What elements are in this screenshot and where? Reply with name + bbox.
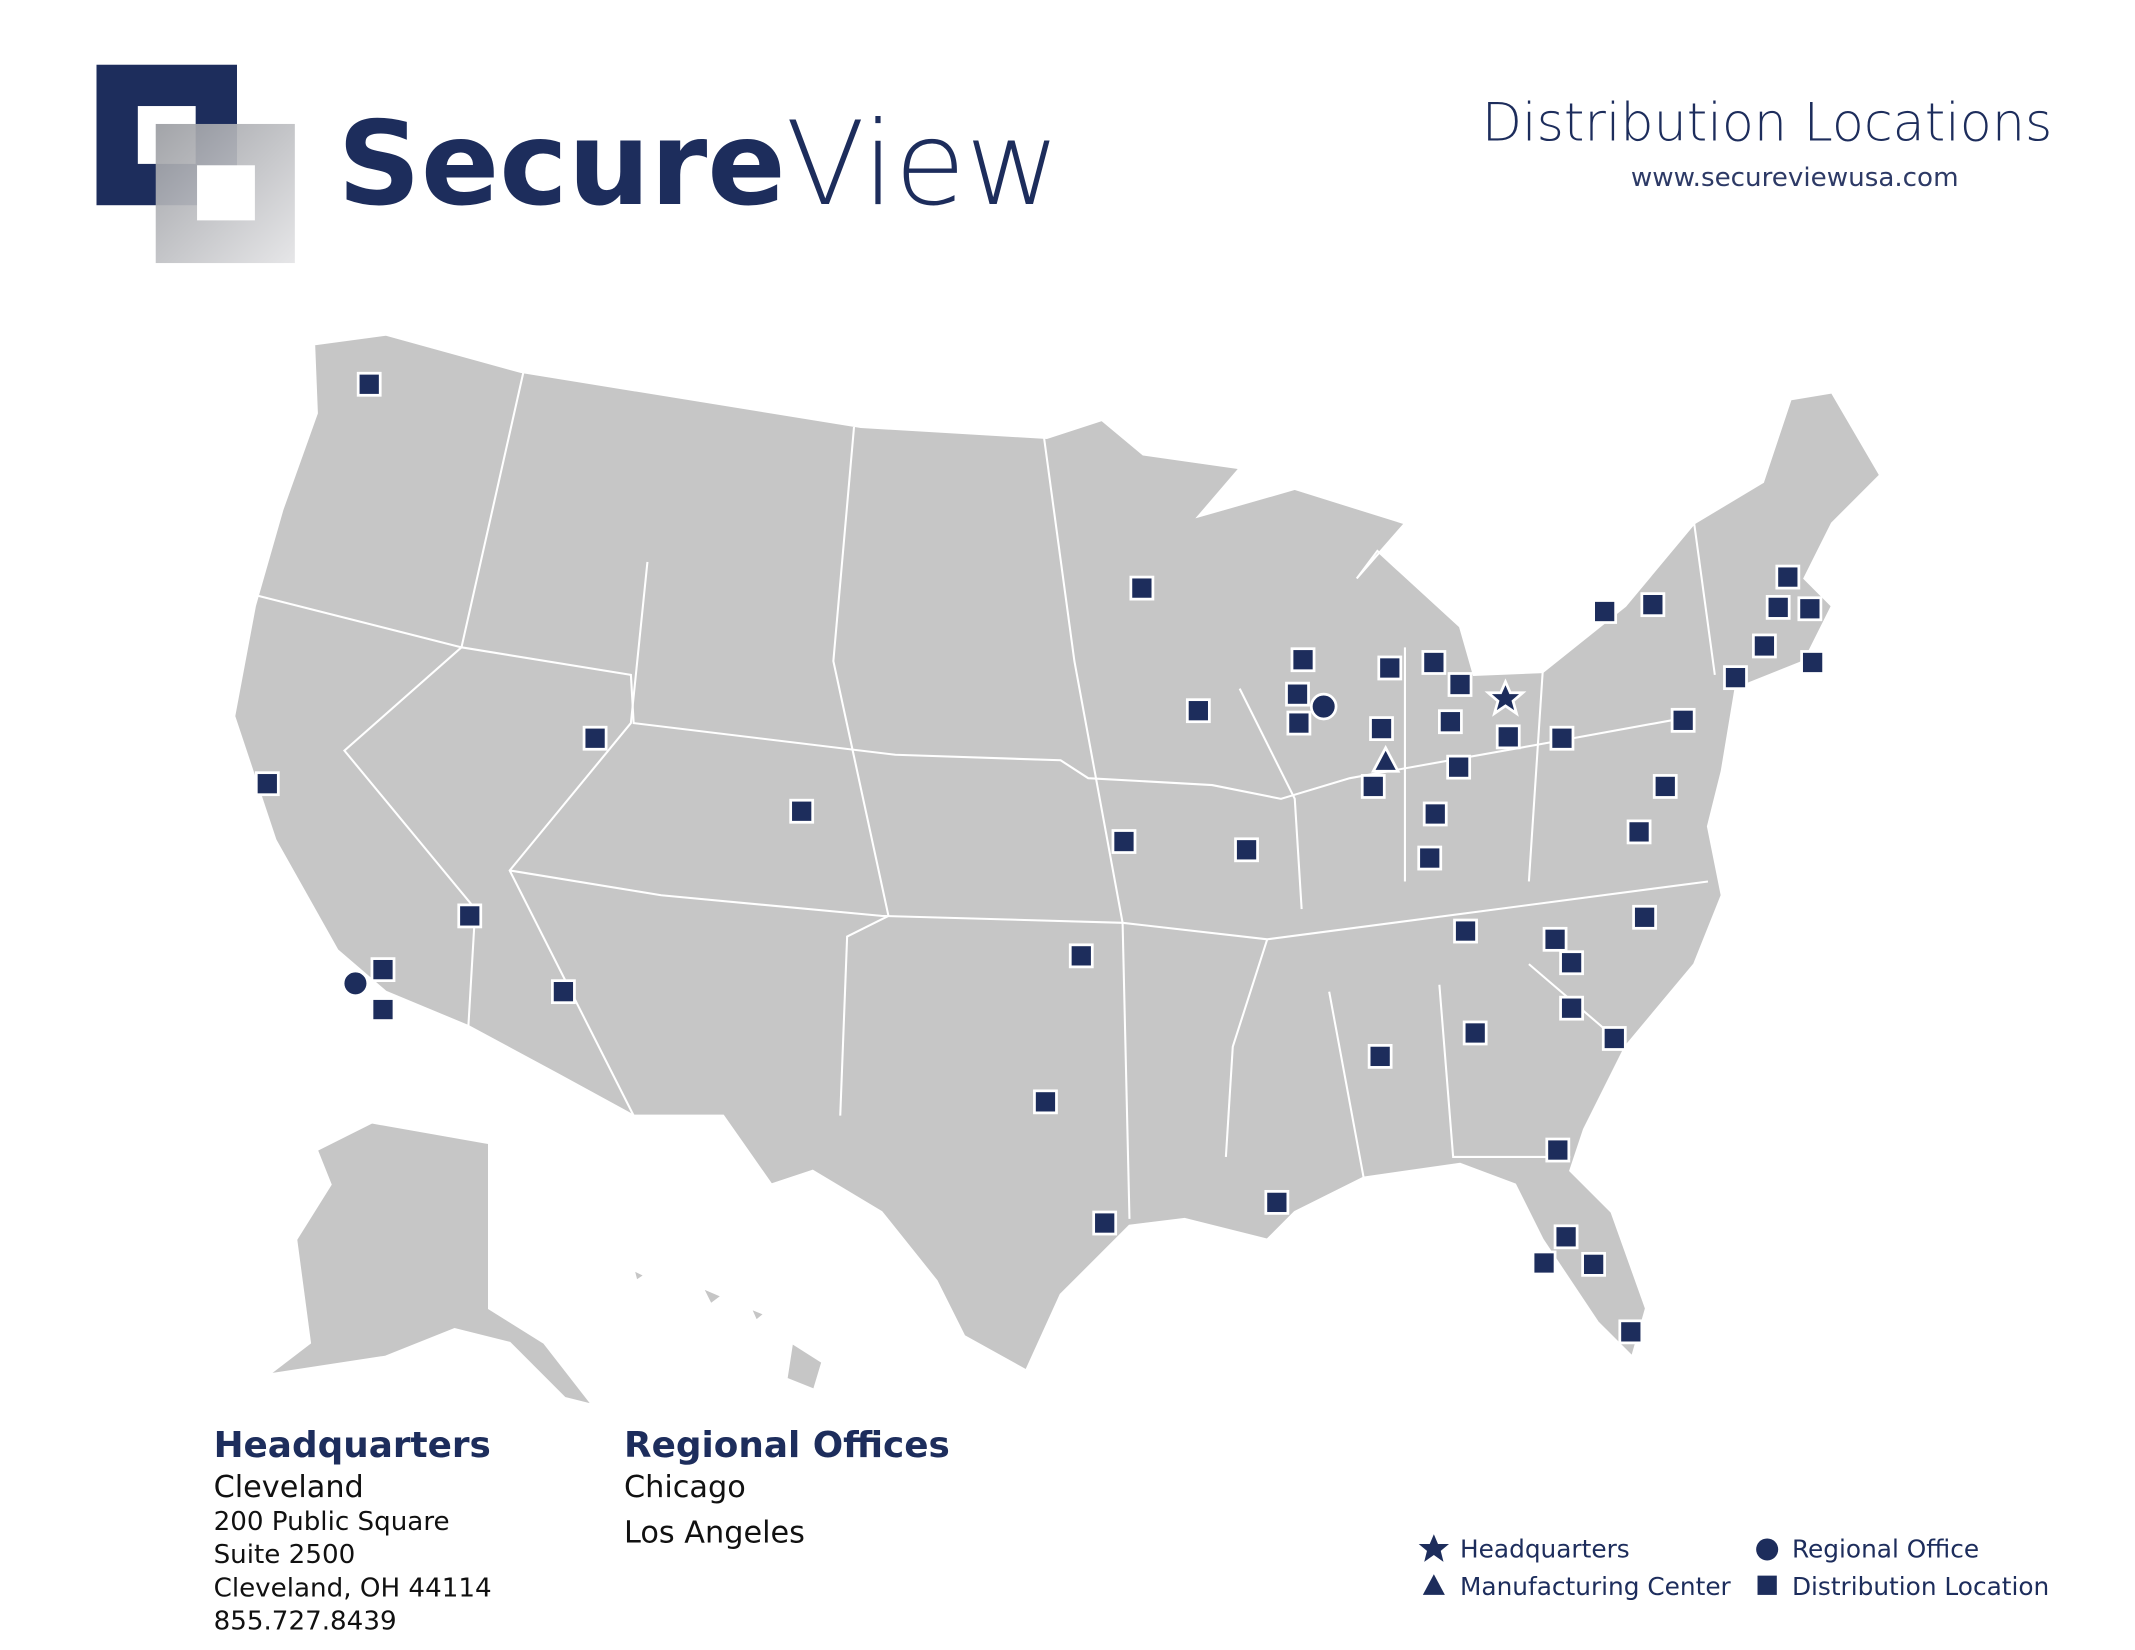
- distribution-marker: [356, 371, 382, 397]
- distribution-marker: [1797, 596, 1823, 622]
- regional-city: Chicago: [624, 1470, 746, 1505]
- distribution-marker: [1723, 665, 1748, 691]
- section-heading: Regional Offices: [624, 1425, 950, 1466]
- distribution-marker: [1581, 1251, 1607, 1277]
- distribution-marker: [551, 979, 576, 1005]
- distribution-marker: [1367, 1043, 1393, 1069]
- distribution-marker: [1286, 710, 1312, 736]
- distribution-marker: [1559, 995, 1584, 1021]
- distribution-marker: [1601, 1026, 1627, 1051]
- logo-square-inner: [197, 165, 255, 221]
- distribution-marker: [789, 798, 815, 824]
- distribution-marker: [1800, 650, 1826, 675]
- regional-office-marker: [341, 969, 370, 998]
- regional-city: Los Angeles: [624, 1516, 805, 1551]
- distribution-marker: [1421, 650, 1447, 675]
- distribution-marker: [1765, 594, 1791, 620]
- headquarters-info: Headquarters Cleveland: [214, 1425, 491, 1505]
- legend-label: Distribution Location: [1792, 1572, 2049, 1601]
- distribution-marker: [1377, 655, 1403, 681]
- hq-address-line: Suite 2500: [214, 1540, 356, 1570]
- contiguous-us: [233, 333, 1882, 1372]
- distribution-marker: [1447, 672, 1473, 697]
- distribution-marker: [1626, 819, 1652, 845]
- logo-light: View: [786, 98, 1061, 232]
- regional-office-marker: [1309, 692, 1338, 721]
- distribution-marker: [1369, 716, 1394, 741]
- distribution-marker: [1592, 599, 1618, 624]
- logo-text: SecureView: [338, 98, 1061, 232]
- distribution-marker: [1462, 1020, 1488, 1046]
- hq-address-line: Cleveland, OH 44114: [214, 1573, 492, 1603]
- website-url: www.secureviewusa.com: [1631, 163, 1959, 193]
- distribution-marker: [1652, 774, 1678, 799]
- legend-label: Regional Office: [1792, 1535, 1979, 1564]
- distribution-marker: [1234, 837, 1259, 863]
- alaska: [268, 1121, 595, 1407]
- distribution-marker: [1453, 918, 1478, 944]
- logo-bold: Secure: [338, 98, 786, 232]
- legend-triangle: [1422, 1574, 1445, 1595]
- hq-city: Cleveland: [214, 1470, 364, 1505]
- legend-circle: [1756, 1538, 1779, 1561]
- distribution-marker: [1545, 1137, 1571, 1163]
- distribution-marker: [1092, 1210, 1118, 1236]
- manufacturing-marker: [1370, 744, 1401, 773]
- distribution-marker: [582, 725, 608, 751]
- distribution-marker: [1285, 681, 1310, 707]
- distribution-marker: [254, 771, 280, 797]
- distribution-marker: [1417, 845, 1443, 871]
- distribution-marker: [1775, 564, 1801, 590]
- regional-offices-info: Regional Offices: [624, 1425, 950, 1466]
- distribution-marker: [1264, 1189, 1290, 1215]
- distribution-marker: [370, 957, 396, 983]
- logo: SecureView: [96, 64, 1061, 264]
- distribution-marker: [1446, 754, 1472, 780]
- hawaii: [632, 1267, 824, 1392]
- distribution-marker: [370, 997, 396, 1022]
- legend-label: Manufacturing Center: [1460, 1572, 1732, 1601]
- distribution-marker: [457, 903, 483, 929]
- location-markers: [254, 371, 1826, 1345]
- distribution-marker: [1437, 709, 1463, 735]
- distribution-marker: [1618, 1319, 1644, 1345]
- distribution-marker: [1185, 698, 1211, 724]
- hq-address-line: 855.727.8439: [214, 1606, 397, 1636]
- distribution-marker: [1670, 707, 1696, 733]
- distribution-marker: [1033, 1089, 1058, 1115]
- legend: Headquarters Manufacturing Center Regional…: [1418, 1534, 2049, 1601]
- distribution-marker: [1549, 725, 1575, 751]
- distribution-marker: [1129, 575, 1155, 601]
- distribution-marker: [1290, 647, 1316, 673]
- distribution-marker: [1111, 829, 1137, 854]
- distribution-marker: [1422, 801, 1448, 827]
- distribution-marker: [1531, 1250, 1557, 1276]
- legend-label: Headquarters: [1460, 1535, 1630, 1564]
- distribution-marker: [1559, 950, 1584, 976]
- legend-square: [1757, 1575, 1777, 1595]
- headquarters-marker: [1484, 678, 1527, 717]
- distribution-marker: [1360, 774, 1386, 799]
- distribution-marker: [1068, 943, 1094, 969]
- distribution-marker: [1542, 926, 1568, 952]
- distribution-marker: [1640, 592, 1666, 618]
- hq-address-line: 200 Public Square: [214, 1507, 450, 1537]
- distribution-marker: [1553, 1224, 1579, 1250]
- legend-star: [1418, 1534, 1450, 1562]
- us-map: [233, 333, 1882, 1407]
- distribution-marker: [1752, 633, 1777, 659]
- distribution-marker: [1632, 904, 1657, 930]
- distribution-marker: [1495, 724, 1521, 750]
- section-heading: Headquarters: [214, 1425, 491, 1466]
- page-title: Distribution Locations: [1482, 92, 2053, 153]
